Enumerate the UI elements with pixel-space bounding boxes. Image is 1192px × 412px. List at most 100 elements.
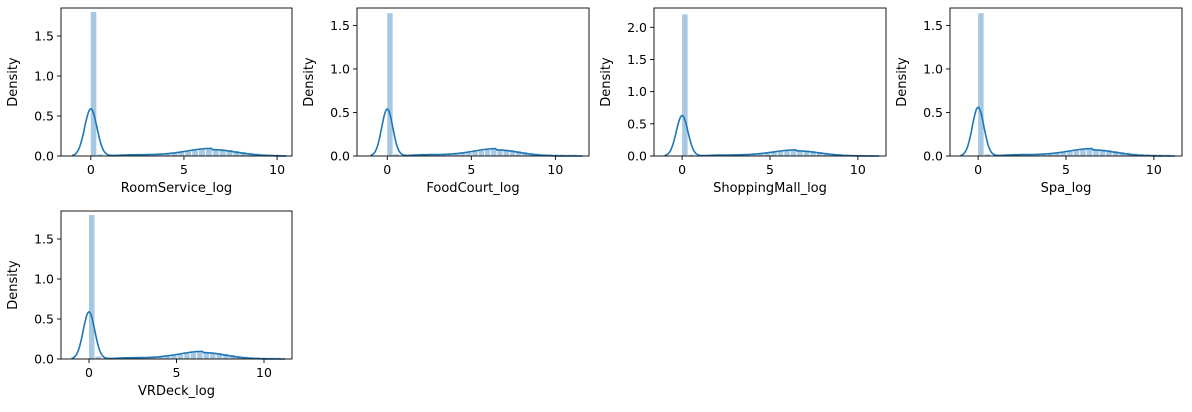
x-axis-label: RoomService_log: [121, 181, 232, 196]
y-tick-label: 1.5: [34, 29, 54, 44]
x-axis-label: Spa_log: [1041, 181, 1092, 196]
histogram-bar: [777, 151, 784, 156]
histogram-bar: [466, 152, 472, 156]
histogram-bar: [1099, 149, 1106, 156]
histogram-bar: [688, 154, 695, 156]
histogram-bar: [1054, 153, 1060, 156]
histogram-bar: [171, 355, 177, 359]
y-tick-label: 0.0: [34, 149, 54, 164]
histogram-bar: [171, 153, 178, 156]
x-tick-label: 10: [269, 162, 285, 177]
x-axis-label: FoodCourt_log: [426, 181, 519, 196]
histogram-bar: [192, 150, 199, 156]
histogram-bar: [441, 154, 447, 156]
histogram-bar: [387, 13, 393, 157]
histogram-bar: [393, 154, 400, 156]
x-tick-label: 0: [383, 162, 391, 177]
histogram-bar: [157, 154, 164, 156]
subplot-4: 0 5 10 0.0 0.5 1.0 1.5 Spa_log Density: [895, 7, 1183, 196]
histogram-bar: [682, 14, 688, 156]
histogram-bar: [90, 12, 97, 156]
subplot-2: 0 5 10 0.0 0.5 1.0 1.5 FoodCourt_log Density: [302, 7, 590, 196]
histogram-bar: [197, 352, 203, 359]
y-tick-label: 0.5: [923, 105, 943, 120]
histogram-bar: [145, 357, 151, 359]
histogram-bar: [1112, 151, 1119, 156]
histogram-bar: [497, 149, 503, 156]
histogram-bar: [210, 352, 216, 359]
histogram-bar: [509, 150, 516, 156]
histogram-bar: [95, 356, 101, 359]
y-axis-label: Density: [6, 57, 21, 107]
y-tick-label: 0.5: [627, 116, 647, 131]
histogram-bar: [164, 153, 171, 156]
histogram-bar: [491, 149, 497, 156]
axes-frame: [60, 7, 293, 157]
kde-curve: [664, 114, 879, 157]
histogram-bar: [233, 150, 240, 156]
histogram-bar: [158, 356, 164, 359]
histogram-bar: [764, 153, 771, 156]
y-tick-label: 2.0: [627, 20, 647, 35]
histogram-bar: [212, 149, 219, 156]
histogram-bar: [177, 354, 184, 359]
y-tick-label: 0.0: [923, 149, 943, 164]
histogram-bar: [1060, 152, 1067, 156]
y-tick-label: 1.0: [923, 61, 943, 76]
histogram-bar: [751, 154, 758, 156]
histogram-bar: [810, 151, 816, 156]
x-tick-label: 0: [85, 365, 93, 380]
x-tick-label: 0: [87, 162, 95, 177]
histogram-bar: [150, 154, 157, 156]
histogram-bar: [816, 151, 823, 156]
x-tick-label: 10: [850, 162, 866, 177]
y-tick-label: 1.5: [34, 232, 54, 247]
histogram-bar: [1073, 150, 1080, 156]
y-axis-label: Density: [302, 57, 317, 107]
histogram-bar: [797, 150, 803, 156]
x-tick-label: 0: [974, 162, 982, 177]
histogram-bar: [205, 149, 212, 156]
y-tick-label: 1.5: [923, 18, 943, 33]
histogram-bar: [503, 149, 509, 156]
histogram-bar: [97, 154, 103, 156]
histogram-bar: [784, 151, 790, 156]
histogram-bar: [790, 150, 797, 156]
kde-curve: [960, 106, 1175, 157]
y-tick-label: 0.0: [34, 352, 54, 367]
histogram-bar: [1093, 149, 1099, 156]
y-tick-label: 1.0: [34, 272, 54, 287]
histogram-bar: [1106, 150, 1112, 156]
histogram-bar: [219, 149, 226, 156]
histogram-bar: [151, 357, 158, 359]
histogram-bar: [478, 150, 484, 156]
histogram-bar: [89, 215, 95, 359]
x-tick-label: 5: [180, 162, 188, 177]
y-tick-label: 0.5: [34, 312, 54, 327]
y-axis-label: Density: [599, 57, 614, 107]
histogram-bar: [758, 153, 764, 156]
histogram-bar: [1041, 154, 1047, 156]
histogram-bar: [453, 153, 460, 156]
histogram-bar: [984, 154, 991, 156]
y-tick-label: 1.5: [330, 18, 350, 33]
x-tick-label: 5: [467, 162, 475, 177]
y-tick-label: 1.0: [330, 61, 350, 76]
subplot-1: 0 5 10 0.0 0.5 1.0 1.5 RoomService_log Density: [6, 7, 293, 196]
histogram-bar: [184, 353, 190, 359]
x-axis-label: VRDeck_log: [138, 384, 215, 399]
y-tick-label: 1.5: [627, 52, 647, 67]
axes-frame: [356, 7, 590, 157]
x-tick-label: 5: [173, 365, 181, 380]
histogram-bar: [771, 152, 777, 156]
histogram-bar: [185, 151, 192, 156]
y-tick-label: 0.0: [627, 149, 647, 164]
y-tick-label: 1.0: [34, 69, 54, 84]
y-tick-label: 1.0: [627, 84, 647, 99]
subplot-5: 0 5 10 0.0 0.5 1.0 1.5 VRDeck_log Density: [6, 210, 293, 399]
x-tick-label: 5: [766, 162, 774, 177]
y-axis-label: Density: [895, 57, 910, 107]
subplot-3: 0 5 10 0.0 0.5 1.0 1.5 2.0 ShoppingMall_log Densi…: [599, 7, 887, 196]
x-tick-label: 10: [1146, 162, 1162, 177]
histogram-bar: [1086, 149, 1093, 156]
